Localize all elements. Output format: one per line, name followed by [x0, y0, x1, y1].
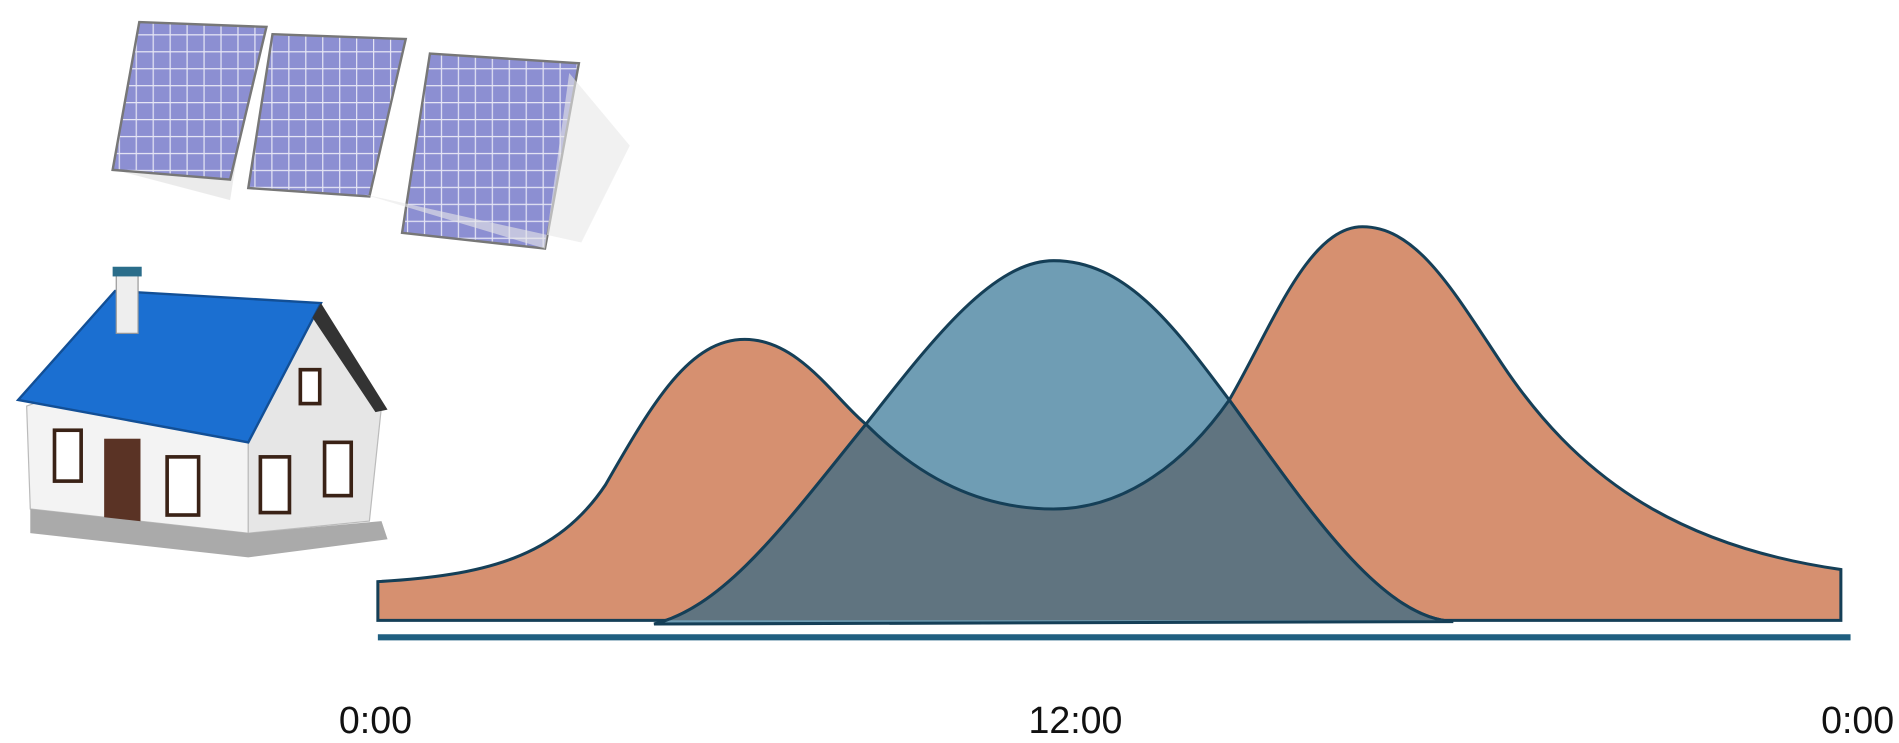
solar-panels	[111, 20, 630, 250]
time-label: 12:00	[1028, 699, 1122, 741]
time-label: 0:00	[1821, 699, 1894, 741]
house	[15, 266, 388, 558]
overlap-outline	[864, 399, 1231, 511]
time-label: 0:00	[339, 699, 412, 741]
